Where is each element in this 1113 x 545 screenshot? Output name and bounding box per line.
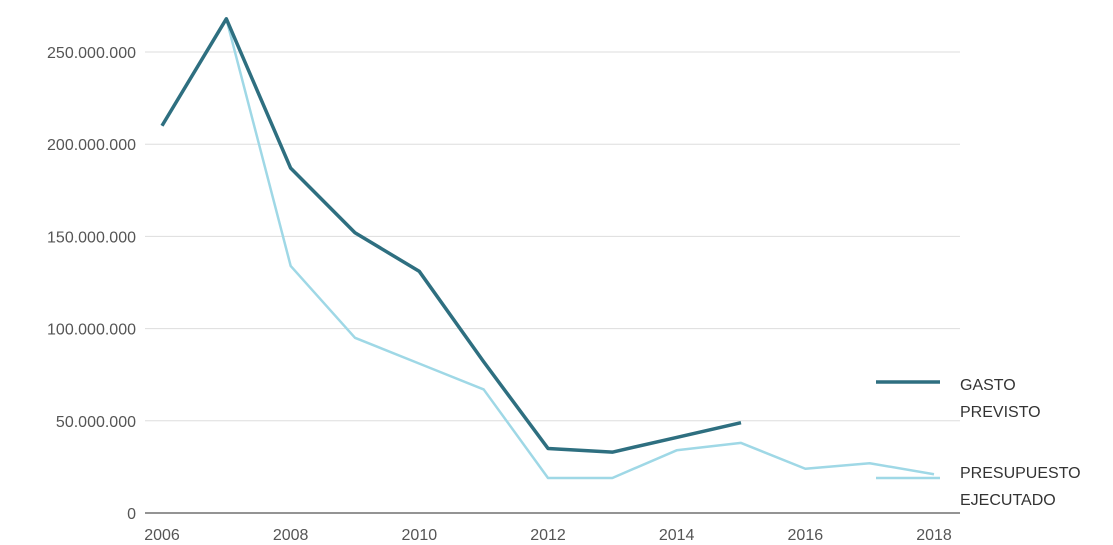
x-tick-label: 2010 — [402, 527, 438, 544]
legend-label: EJECUTADO — [960, 492, 1056, 509]
series — [160, 17, 935, 480]
x-tick-label: 2014 — [659, 527, 695, 544]
series-line-1 — [160, 17, 742, 454]
x-tick-label: 2006 — [144, 527, 180, 544]
legend: GASTO PREVISTO PRESUPUESTO EJECUTADO — [876, 377, 1081, 509]
x-tick-label: 2012 — [530, 527, 566, 544]
y-tick-label: 150.000.000 — [47, 229, 136, 246]
legend-label: PRESUPUESTO — [960, 465, 1081, 482]
y-tick-label: 50.000.000 — [56, 414, 136, 431]
y-tick-label: 250.000.000 — [47, 45, 136, 62]
y-tick-label: 0 — [127, 506, 136, 523]
x-tick-label: 2016 — [788, 527, 824, 544]
x-axis-ticks: 2006 2008 2010 2012 2014 2016 2018 — [144, 527, 952, 544]
y-axis-ticks: 0 50.000.000 100.000.000 150.000.000 200.000… — [47, 45, 136, 523]
legend-label: GASTO — [960, 377, 1016, 394]
gridlines — [145, 51, 960, 422]
x-tick-label: 2008 — [273, 527, 309, 544]
series-line-2 — [160, 17, 935, 480]
x-tick-label: 2018 — [916, 527, 952, 544]
y-tick-label: 200.000.000 — [47, 137, 136, 154]
legend-label: PREVISTO — [960, 404, 1041, 421]
y-tick-label: 100.000.000 — [47, 322, 136, 339]
